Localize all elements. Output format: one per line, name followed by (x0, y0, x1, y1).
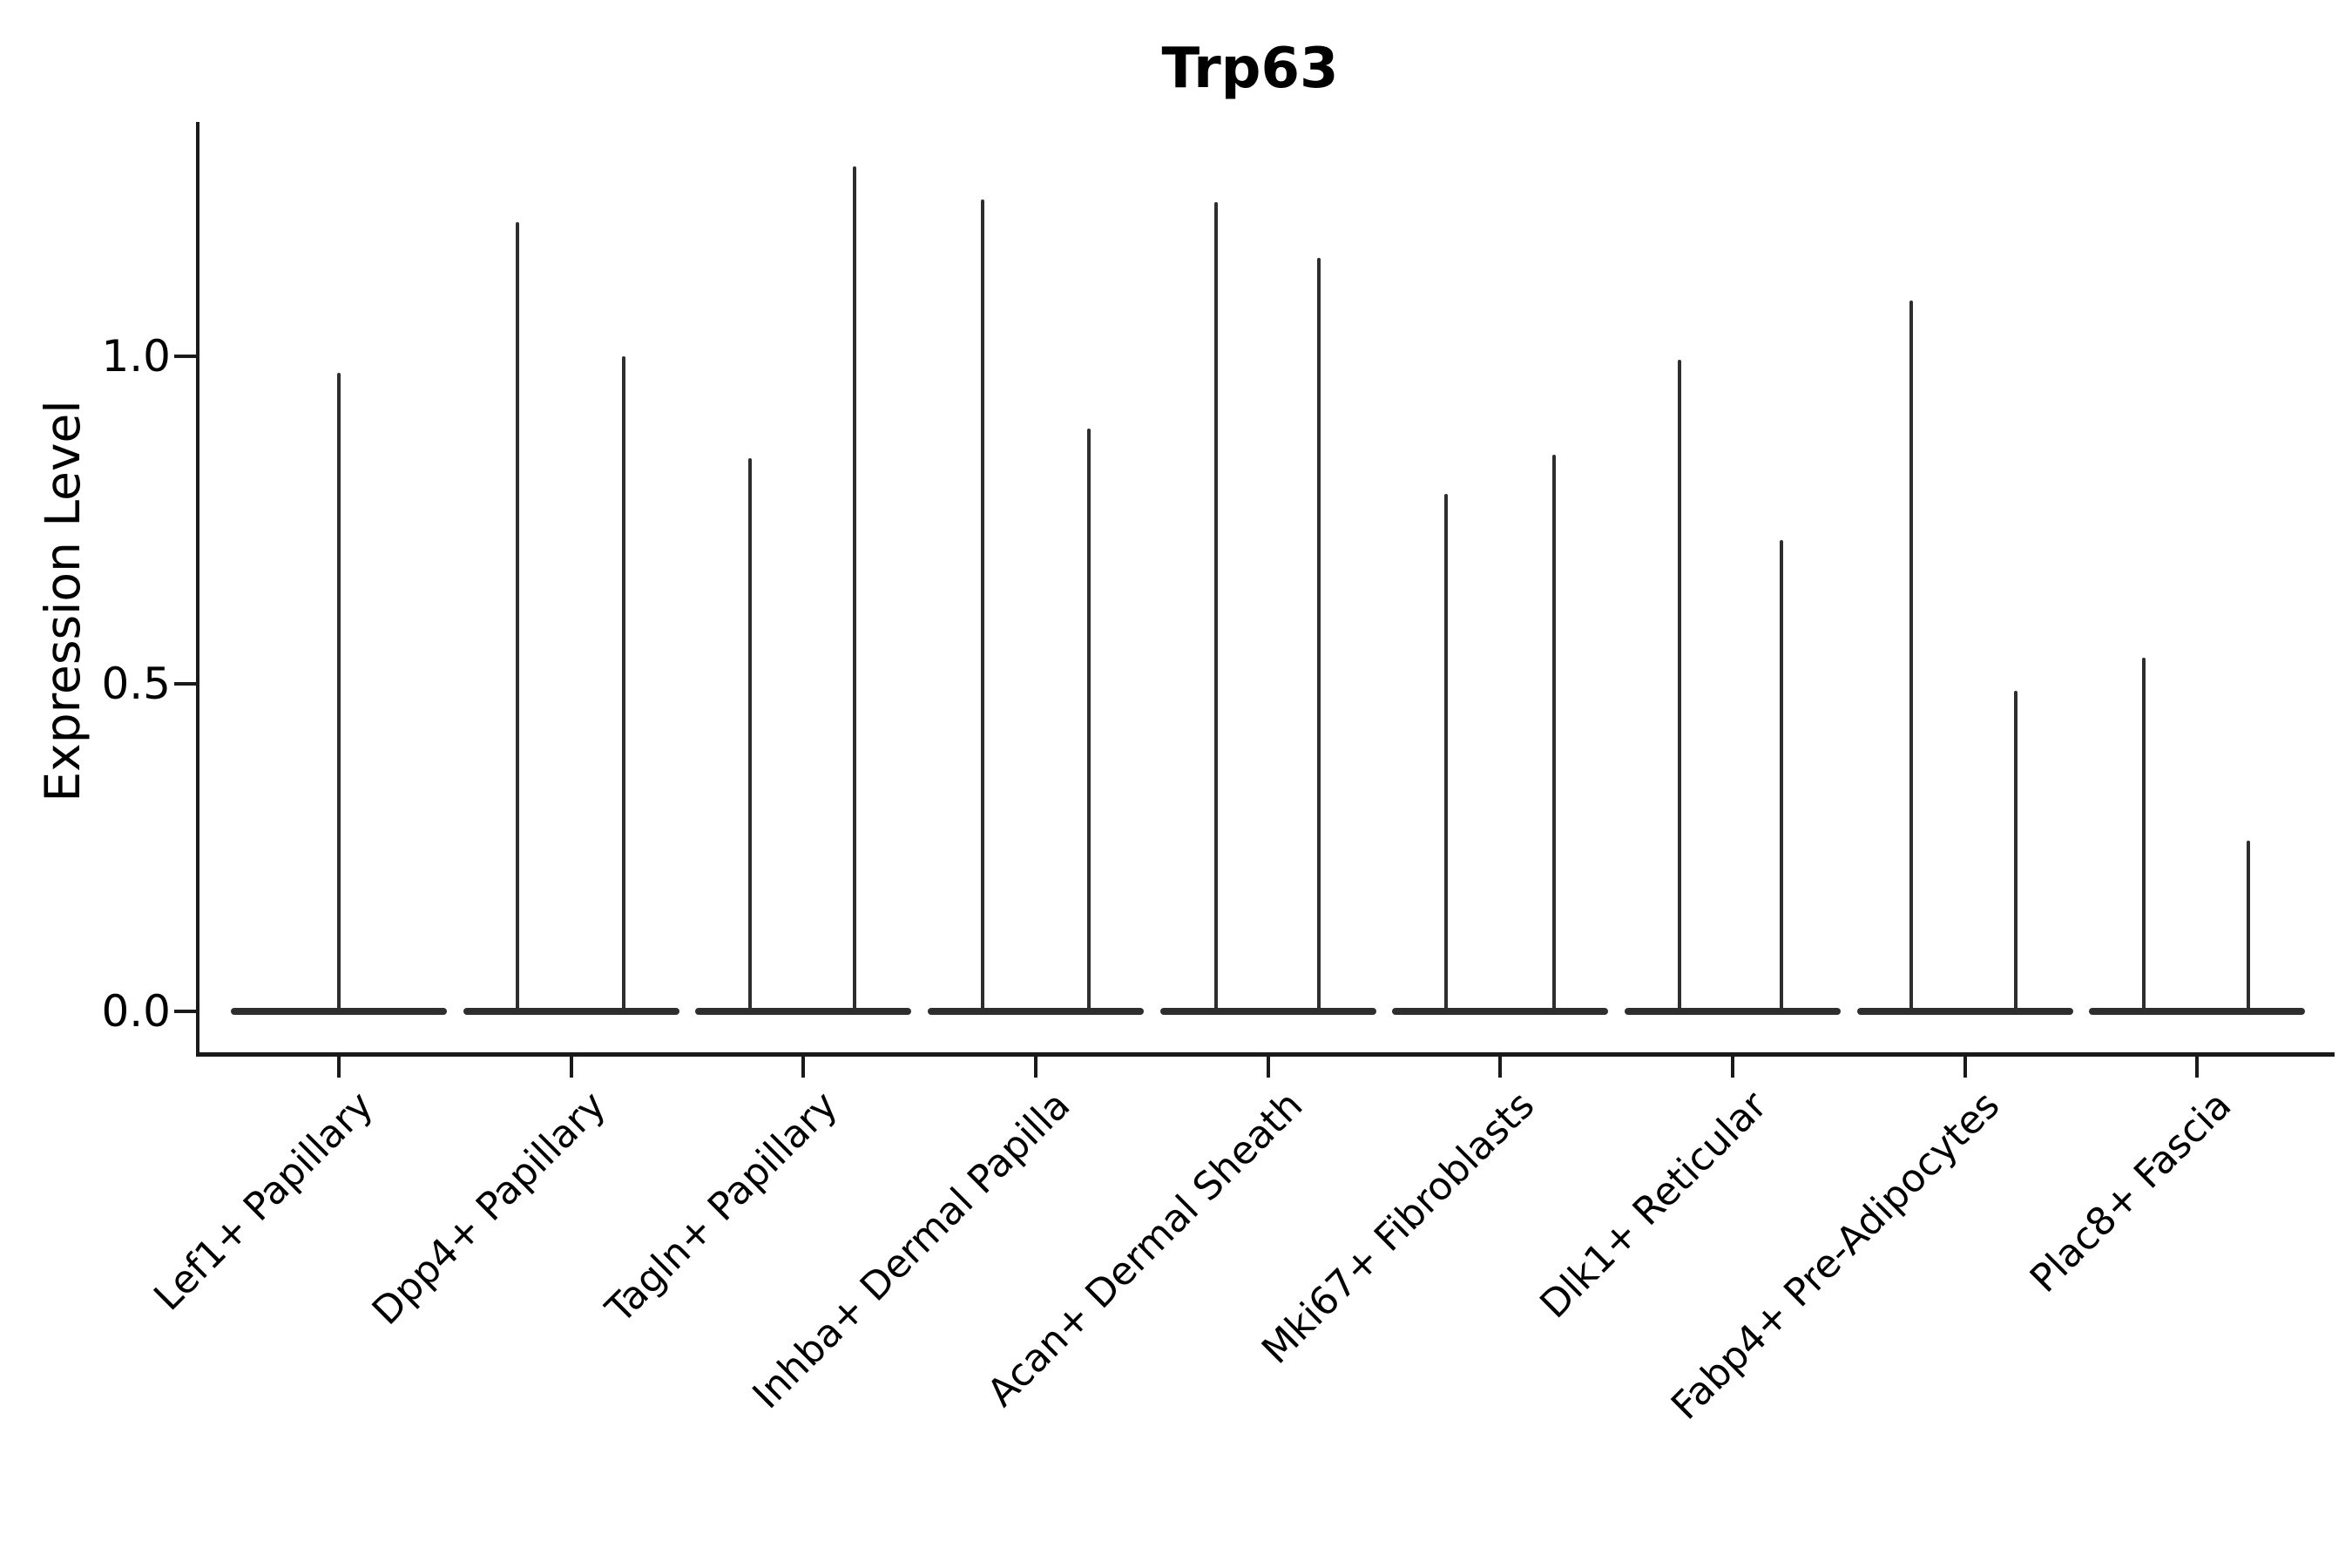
y-tick (174, 1010, 198, 1013)
x-axis-label: Dpp4+ Papillary (363, 1083, 614, 1334)
y-tick-label: 0.0 (101, 986, 171, 1037)
violin-spike (1909, 301, 1913, 1015)
violin-spike (853, 166, 857, 1015)
violin-spike (2247, 841, 2251, 1015)
x-tick (1730, 1052, 1734, 1078)
violin-spike (2142, 657, 2146, 1015)
violin-base (1624, 1008, 1841, 1015)
x-axis-label: Mki67+ Fibroblasts (1254, 1083, 1544, 1373)
x-axis-label: Acan+ Dermal Sheath (978, 1083, 1311, 1416)
violin-spike (1086, 428, 1091, 1015)
x-axis-label: Inhba+ Dermal Papilla (744, 1083, 1079, 1418)
violin-base (1392, 1008, 1609, 1015)
violin-spike (1213, 202, 1218, 1015)
x-tick (1266, 1052, 1270, 1078)
x-tick (2195, 1052, 2200, 1078)
violin-base (927, 1008, 1144, 1015)
violin-spike (980, 199, 984, 1015)
x-tick (1033, 1052, 1037, 1078)
y-axis-label: Expression Level (35, 400, 91, 802)
violin-spike (621, 356, 625, 1015)
violin-spike (748, 457, 753, 1015)
violin-base (2089, 1008, 2306, 1015)
x-axis-label: Lef1+ Papillary (145, 1083, 382, 1320)
violin-spike (1316, 258, 1321, 1015)
violin-spike (1444, 493, 1449, 1015)
y-tick-label: 0.5 (101, 659, 171, 709)
x-axis-label: Dlk1+ Reticular (1531, 1083, 1776, 1328)
violin-base (1159, 1008, 1376, 1015)
x-tick (1498, 1052, 1503, 1078)
violin-spike (1779, 539, 1783, 1015)
violin-spike (2013, 690, 2017, 1015)
violin-base (463, 1008, 679, 1015)
violin-base (1856, 1008, 2073, 1015)
y-tick (174, 682, 198, 686)
violin-spike (515, 221, 519, 1015)
y-tick (174, 355, 198, 358)
violin-spike (337, 372, 341, 1015)
violin-spike (1552, 454, 1557, 1015)
x-axis-spine (196, 1052, 2335, 1057)
violin-spike (1677, 359, 1681, 1015)
x-tick (569, 1052, 573, 1078)
y-axis-spine (196, 122, 199, 1057)
x-tick (801, 1052, 806, 1078)
x-axis-label: Plac8+ Fascia (2022, 1083, 2240, 1301)
x-axis-label: Fabp4+ Pre-Adipocytes (1662, 1083, 2008, 1429)
y-tick-label: 1.0 (101, 331, 171, 382)
x-tick (337, 1052, 341, 1078)
x-tick (1963, 1052, 1967, 1078)
violin-base (695, 1008, 912, 1015)
x-axis-label: Tagln+ Papillary (598, 1083, 847, 1332)
chart-title: Trp63 (1161, 37, 1339, 101)
